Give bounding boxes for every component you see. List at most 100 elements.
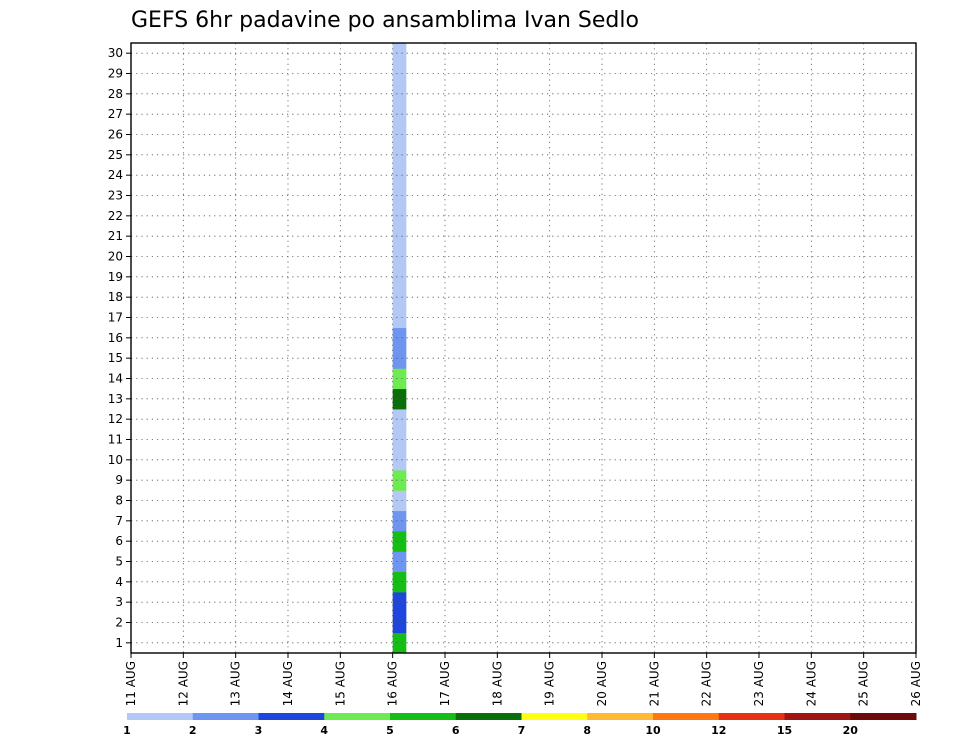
heatmap-cell [392,551,407,573]
x-tick-label: 17 AUG [438,661,452,706]
x-tick-label: 24 AUG [804,661,818,706]
colorbar-bin [718,713,785,720]
colorbar-bin [192,713,259,720]
y-tick-label: 6 [115,534,123,548]
y-tick-label: 26 [108,128,123,142]
heatmap-cell [392,409,407,430]
heatmap-cell [392,185,407,207]
y-tick-label: 4 [115,575,123,589]
colorbar-bin [784,713,851,720]
y-tick-label: 16 [108,331,123,345]
colorbar-bin [324,713,391,720]
y-tick-label: 5 [115,555,123,569]
y-tick-label: 14 [108,372,123,386]
colorbar-label: 2 [189,724,197,737]
heatmap-cell [392,307,407,329]
colorbar-label: 3 [255,724,263,737]
y-tick-label: 29 [108,67,123,81]
y-tick-label: 27 [108,107,123,121]
y-tick-label: 10 [108,453,123,467]
heatmap-cell [392,165,407,186]
heatmap-cell [392,83,407,105]
x-tick-label: 21 AUG [647,661,661,706]
x-tick-label: 11 AUG [124,661,138,706]
x-axis-ticks: 11 AUG 12 AUG 13 AUG 14 AUG 15 AUG 16 AUG 17 A… [124,653,923,706]
heatmap-cells [392,43,407,654]
heatmap-cell [392,144,407,166]
x-tick-label: 26 AUG [909,661,923,706]
heatmap-cell [392,327,407,349]
x-tick-label: 19 AUG [543,661,557,706]
heatmap-cell [392,368,407,390]
y-axis-ticks: 1234567891011121314151617181920212223242… [108,46,131,650]
y-tick-label: 11 [108,433,123,447]
y-tick-label: 23 [108,189,123,203]
y-tick-label: 12 [108,412,123,426]
heatmap-cell [392,429,407,451]
heatmap-cell [392,632,407,654]
heatmap-cell [392,124,407,146]
colorbar-label: 5 [386,724,394,737]
x-tick-label: 12 AUG [176,661,190,706]
colorbar-bin [587,713,654,720]
y-tick-label: 17 [108,311,123,325]
y-tick-label: 18 [108,290,123,304]
y-tick-label: 3 [115,595,123,609]
y-tick-label: 19 [108,270,123,284]
x-tick-label: 18 AUG [490,661,504,706]
heatmap-cell [392,490,407,512]
colorbar-label: 4 [320,724,328,737]
y-tick-label: 1 [115,636,123,650]
colorbar-label: 15 [777,724,792,737]
heatmap-cell [392,592,407,613]
x-tick-label: 15 AUG [333,661,347,706]
colorbar-bin [455,713,522,720]
colorbar-bin [258,713,325,720]
plot-frame [130,42,917,654]
heatmap-cell [392,43,407,64]
y-tick-label: 22 [108,209,123,223]
colorbar-label: 12 [711,724,726,737]
heatmap-cell [392,510,407,532]
y-tick-label: 24 [108,168,123,182]
y-tick-label: 20 [108,250,123,264]
y-tick-label: 15 [108,351,123,365]
heatmap-cell [392,470,407,491]
colorbar-bin [653,713,720,720]
x-tick-label: 23 AUG [752,661,766,706]
colorbar-bin [390,713,457,720]
colorbar-bin [127,713,194,720]
heatmap-cell [392,612,407,634]
y-tick-label: 9 [115,473,123,487]
colorbar: 1 2 3 4 5 6 7 8 10 12 15 20 [123,713,917,737]
heatmap-cell [392,531,407,552]
heatmap-cell [392,226,407,247]
heatmap-cell [392,287,407,308]
heatmap-cell [392,104,407,125]
x-tick-label: 25 AUG [857,661,871,706]
colorbar-label: 6 [452,724,460,737]
y-tick-label: 25 [108,148,123,162]
y-tick-label: 8 [115,494,123,508]
x-tick-label: 22 AUG [700,661,714,706]
x-tick-label: 14 AUG [281,661,295,706]
heatmap-cell [392,449,407,471]
heatmap-cell [392,266,407,288]
heatmap-cell [392,63,407,85]
colorbar-label: 1 [123,724,131,737]
heatmap-cell [392,571,407,593]
colorbar-label: 10 [645,724,661,737]
chart-title: GEFS 6hr padavine po ansamblima Ivan Sed… [131,8,639,33]
grid-lines [130,43,917,653]
heatmap-cell [392,246,407,268]
y-tick-label: 2 [115,616,123,630]
y-tick-label: 21 [108,229,123,243]
y-tick-label: 30 [108,46,123,60]
y-tick-label: 7 [115,514,123,528]
heatmap-cell [392,348,407,369]
colorbar-label: 7 [518,724,526,737]
colorbar-label: 20 [843,724,859,737]
colorbar-bin [521,713,588,720]
y-tick-label: 28 [108,87,123,101]
